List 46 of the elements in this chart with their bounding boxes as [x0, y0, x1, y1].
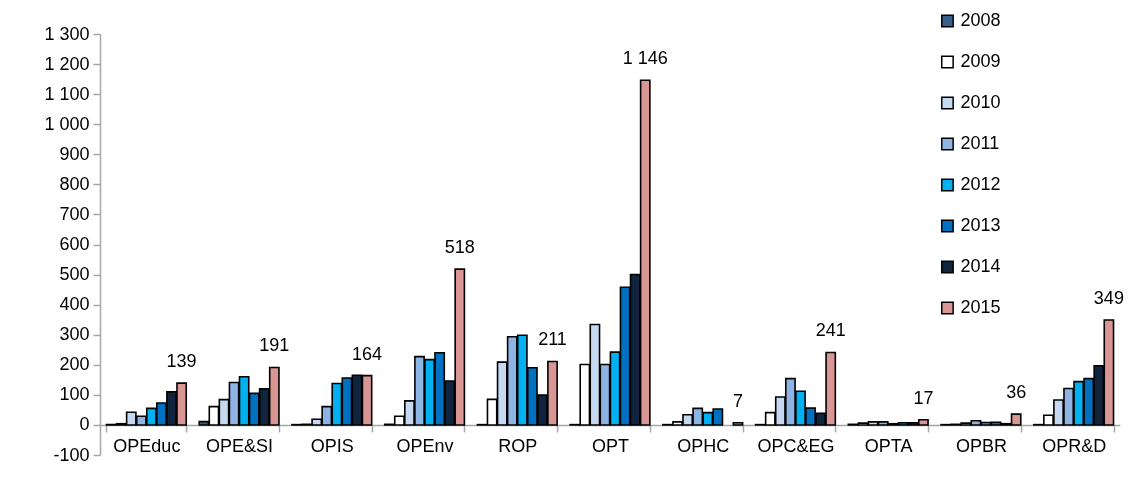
data-label: 241 [815, 320, 846, 341]
legend-label: 2014 [960, 256, 1001, 276]
y-tick-label: 1 300 [44, 23, 90, 44]
y-tick-label: 0 [79, 414, 90, 435]
y-tick-label: 500 [59, 264, 90, 285]
y-tick-label: 200 [59, 354, 90, 375]
legend-label: 2015 [960, 297, 1001, 317]
legend-label: 2012 [960, 174, 1001, 194]
y-tick-label: 1 000 [44, 113, 90, 134]
x-tick-label: OPT [591, 436, 630, 457]
legend-label: 2010 [960, 92, 1001, 112]
data-label: 164 [352, 343, 383, 364]
y-tick-label: 1 100 [44, 83, 90, 104]
x-tick-label: OPC&EG [757, 436, 835, 457]
bar [732, 422, 744, 426]
legend-label: 2008 [960, 10, 1001, 30]
data-label: 211 [538, 329, 567, 350]
y-tick-label: 1 200 [44, 53, 90, 74]
x-tick-label: OPEduc [113, 436, 181, 457]
x-tick-label: OPE&SI [206, 436, 274, 457]
y-tick-label: 400 [59, 294, 90, 315]
y-tick-label: 800 [59, 173, 90, 194]
x-tick-label: OPTA [864, 436, 913, 457]
data-label: 7 [732, 390, 743, 411]
x-tick-label: OPIS [310, 436, 354, 457]
x-tick-label: OPEnv [396, 436, 454, 457]
data-label: 518 [444, 237, 475, 258]
x-tick-label: ROP [498, 436, 538, 457]
x-tick-label: OPBR [955, 436, 1007, 457]
x-tick-label: OPHC [677, 436, 730, 457]
y-tick-label: 100 [59, 384, 90, 405]
data-label: 349 [1093, 287, 1124, 308]
x-tick-label: OPR&D [1042, 436, 1107, 457]
data-label: 36 [1006, 382, 1027, 403]
y-tick-label: 900 [59, 143, 90, 164]
data-label: 1 146 [622, 48, 668, 69]
y-tick-label: 700 [59, 203, 90, 224]
y-tick-label: 300 [59, 324, 90, 345]
legend-label: 2009 [960, 51, 1001, 71]
data-label: 191 [259, 335, 290, 356]
y-tick-label: 600 [59, 234, 90, 254]
legend-label: 2013 [960, 215, 1001, 235]
data-label: 17 [913, 387, 934, 408]
legend-label: 2011 [960, 133, 1000, 153]
y-tick-label: -100 [53, 444, 90, 465]
data-label: 139 [166, 351, 197, 372]
